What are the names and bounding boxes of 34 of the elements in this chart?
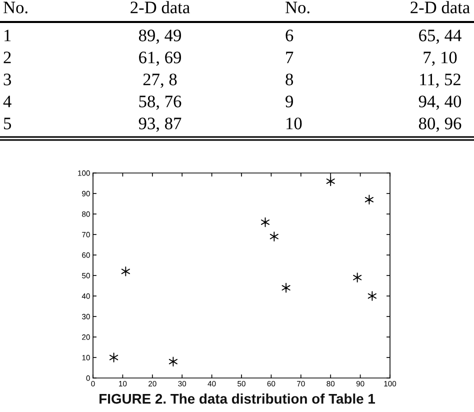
point [121, 266, 130, 276]
text: 89, 49 [138, 30, 181, 44]
point [270, 232, 278, 242]
text: 93, 87 [138, 118, 182, 132]
text: 2 [4, 52, 11, 64]
text: 1 [4, 30, 11, 42]
point [353, 272, 362, 282]
text: 10 [286, 118, 302, 130]
text: 6 [286, 30, 294, 42]
text: 4 [3, 96, 12, 108]
text: 3 [4, 74, 11, 86]
text: 61, 69 [139, 52, 181, 66]
text: 7 [286, 52, 294, 64]
text: 2-D data [130, 1, 190, 14]
text: No. [4, 2, 28, 14]
point [168, 356, 178, 366]
text: 58, 76 [139, 96, 182, 110]
text: 11, 52 [420, 74, 460, 88]
text: 65, 44 [419, 30, 462, 44]
text: 2-D data [410, 1, 470, 14]
text: No. [286, 2, 310, 14]
text: 9 [286, 96, 293, 108]
point [110, 352, 118, 362]
text: 7, 10 [424, 52, 457, 66]
text: 8 [286, 74, 294, 86]
point [326, 176, 335, 186]
text: 94, 40 [418, 96, 462, 110]
text: 80, 96 [418, 118, 462, 132]
text: 27, 8 [143, 74, 177, 88]
point [364, 194, 374, 205]
point [282, 282, 290, 293]
point [368, 291, 376, 301]
text: 5 [4, 118, 11, 130]
caption: FIGURE 2. The data distribution of Table 1 [100, 394, 376, 404]
